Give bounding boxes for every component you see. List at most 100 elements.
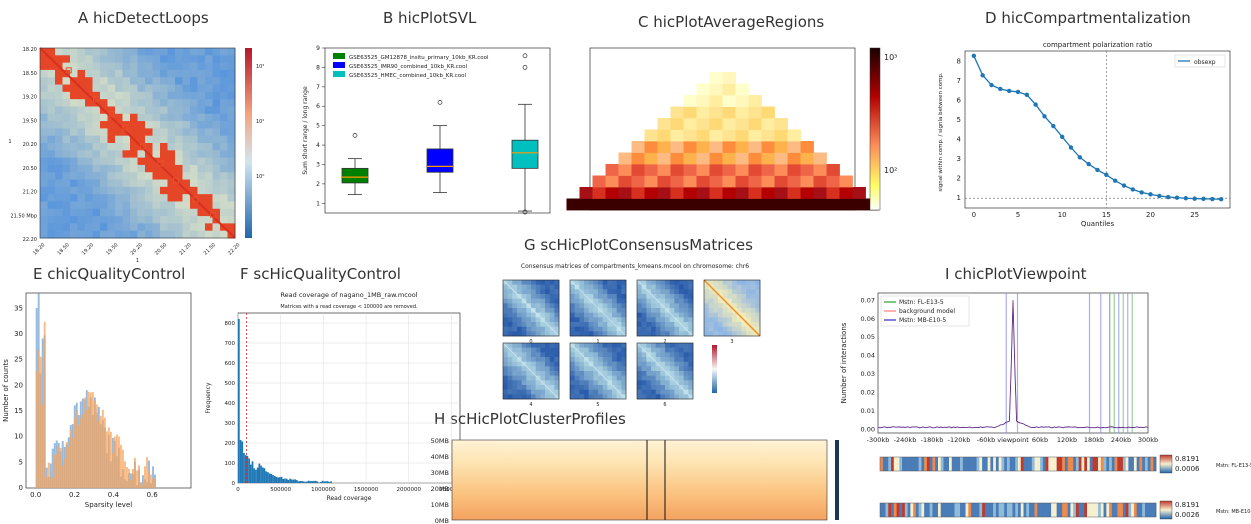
matrix-cell bbox=[674, 394, 680, 400]
heatmap-cell bbox=[122, 77, 131, 86]
matrix-cell bbox=[665, 284, 670, 290]
track-cell bbox=[1051, 503, 1055, 517]
x-tick-label: 0.6 bbox=[147, 491, 159, 499]
hist-bar bbox=[285, 478, 288, 483]
matrix-cell bbox=[531, 352, 536, 358]
track-cell bbox=[984, 457, 988, 471]
heatmap-cell bbox=[167, 62, 176, 71]
matrix-cell bbox=[574, 317, 580, 323]
heatmap-cell bbox=[813, 175, 827, 188]
matrix-cell bbox=[665, 289, 670, 295]
legend-label: Mstn: FL-E13-5 bbox=[899, 299, 944, 306]
matrix-cell bbox=[512, 294, 518, 299]
heatmap-cell bbox=[77, 216, 86, 224]
x-tick-label: 1500000 bbox=[354, 487, 379, 493]
matrix-cell bbox=[616, 347, 622, 353]
x-tick-label: 1000000 bbox=[311, 487, 336, 493]
heatmap-cell bbox=[137, 194, 146, 202]
heatmap-cell bbox=[220, 157, 228, 166]
y-tick-label: 10MB bbox=[431, 501, 449, 509]
heatmap-cell bbox=[683, 118, 697, 130]
track-cell bbox=[954, 503, 958, 517]
heatmap-cell bbox=[70, 186, 78, 195]
heatmap-cell bbox=[212, 91, 221, 100]
matrix-cell bbox=[570, 303, 575, 309]
heatmap-cell bbox=[55, 172, 63, 181]
matrix-cell bbox=[545, 357, 550, 362]
matrix-cell bbox=[736, 303, 742, 309]
matrix-cell bbox=[554, 317, 560, 323]
track-min-label: 0.0006 bbox=[1175, 465, 1200, 473]
matrix-cell bbox=[621, 280, 627, 285]
matrix-cell bbox=[593, 312, 599, 318]
matrix-cell bbox=[741, 284, 747, 290]
heatmap-cell bbox=[709, 198, 723, 211]
matrix-cell bbox=[612, 308, 617, 313]
heatmap-cell bbox=[107, 135, 116, 144]
hist-bar bbox=[280, 476, 283, 483]
heatmap-cell bbox=[130, 223, 138, 232]
heatmap-cell bbox=[47, 230, 56, 239]
heatmap-cell bbox=[85, 201, 93, 210]
matrix-cell bbox=[688, 303, 694, 309]
heatmap-cell bbox=[55, 84, 63, 93]
track-cell bbox=[1015, 457, 1019, 471]
track-cell bbox=[1103, 503, 1107, 517]
matrix-cell bbox=[521, 366, 527, 372]
matrix-cell bbox=[574, 303, 580, 309]
matrix-cell bbox=[651, 371, 656, 376]
heatmap-cell bbox=[40, 157, 48, 166]
matrix-cell bbox=[621, 357, 627, 362]
matrix-cell bbox=[755, 308, 761, 313]
panel-a-title: A hicDetectLoops bbox=[78, 9, 209, 27]
hist-bar bbox=[117, 436, 120, 488]
heatmap-cell bbox=[644, 175, 658, 188]
matrix-cell bbox=[554, 326, 560, 332]
matrix-cell bbox=[736, 284, 742, 290]
series-point bbox=[998, 86, 1003, 92]
matrix-cell bbox=[503, 375, 508, 381]
heatmap-cell bbox=[107, 99, 116, 107]
heatmap-cell bbox=[631, 141, 645, 153]
matrix-cell bbox=[651, 375, 656, 381]
matrix-cell bbox=[718, 308, 723, 313]
track-cell bbox=[1133, 503, 1137, 517]
matrix-cell bbox=[683, 317, 689, 323]
matrix-cell bbox=[535, 352, 541, 358]
heatmap-cell bbox=[696, 118, 710, 130]
matrix-cell bbox=[570, 371, 575, 376]
heatmap-cell bbox=[220, 135, 228, 144]
matrix-cell bbox=[718, 312, 723, 318]
track-cell bbox=[1012, 457, 1016, 471]
track-frame bbox=[879, 502, 1157, 518]
matrix-cell bbox=[526, 312, 532, 318]
matrix-cell bbox=[579, 389, 585, 395]
matrix-cell bbox=[607, 312, 613, 318]
matrix-cell bbox=[588, 331, 594, 337]
matrix-cell bbox=[669, 289, 675, 295]
track-cell bbox=[1040, 503, 1044, 517]
heatmap-cell bbox=[100, 208, 108, 217]
track-cell bbox=[1111, 503, 1115, 517]
heatmap-cell bbox=[137, 186, 146, 195]
matrix-cell bbox=[540, 394, 546, 400]
heatmap-cell bbox=[137, 150, 146, 159]
track-cell bbox=[913, 457, 917, 471]
matrix-cell bbox=[574, 322, 580, 327]
heatmap-cell bbox=[167, 128, 176, 137]
matrix-cell bbox=[621, 380, 627, 386]
track-cell bbox=[1109, 503, 1113, 517]
heatmap-cell bbox=[761, 152, 775, 165]
matrix-cell bbox=[579, 343, 585, 348]
matrix-cell bbox=[669, 331, 675, 337]
heatmap-cell bbox=[100, 128, 108, 137]
hist-bar bbox=[111, 452, 114, 488]
matrix-frame bbox=[636, 279, 694, 337]
track-cell bbox=[1098, 503, 1102, 517]
matrix-cell bbox=[660, 357, 666, 362]
heatmap-cell bbox=[175, 194, 183, 202]
matrix-cell bbox=[637, 308, 642, 313]
matrix-cell bbox=[665, 317, 670, 323]
matrix-cell bbox=[607, 322, 613, 327]
